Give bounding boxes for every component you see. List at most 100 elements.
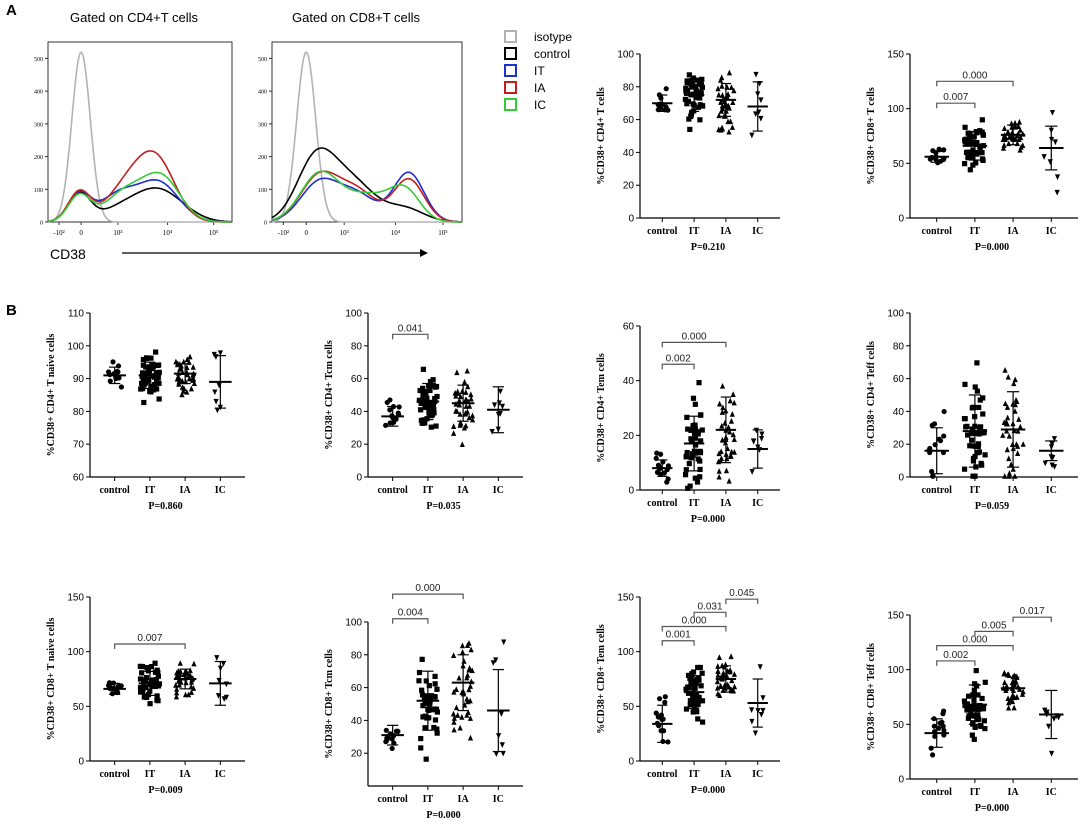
data-point <box>1014 443 1021 449</box>
data-point <box>695 456 701 462</box>
data-point <box>191 380 197 387</box>
data-point <box>962 381 968 387</box>
x-tick-label: IT <box>423 485 434 496</box>
data-point <box>221 696 227 703</box>
data-point <box>970 720 976 726</box>
data-point <box>1006 470 1013 476</box>
data-point <box>175 360 181 367</box>
data-point <box>1015 123 1022 129</box>
data-point <box>468 395 474 402</box>
significance-bracket: 0.000 <box>936 70 1014 87</box>
data-point <box>979 695 985 702</box>
data-point <box>110 359 116 365</box>
data-point <box>696 698 702 704</box>
bracket-line <box>974 630 1014 637</box>
data-point <box>432 706 438 712</box>
p-value-label: P=0.860 <box>148 501 182 512</box>
bracket-label: 0.001 <box>666 630 691 641</box>
data-point <box>716 112 722 119</box>
x-tick-label: control <box>377 794 408 805</box>
data-point <box>187 672 193 679</box>
p-value-label: P=0.000 <box>691 514 725 525</box>
y-tick-label: 20 <box>623 431 635 442</box>
data-point <box>930 473 936 479</box>
y-axis-label: %CD38+ CD8+ Tcm cells <box>324 649 335 759</box>
x-tick-label: IA <box>720 226 732 237</box>
data-point <box>1009 698 1016 705</box>
data-point <box>719 382 726 389</box>
y-axis-label: %CD38+ CD4+ Tcm cells <box>324 340 335 450</box>
data-point <box>655 714 661 720</box>
data-point <box>970 162 976 168</box>
y-axis-label: %CD38+ CD4+ Tem cells <box>596 353 607 463</box>
data-point <box>692 401 698 407</box>
data-point <box>1015 450 1021 456</box>
data-point <box>974 683 980 689</box>
data-point <box>974 388 980 394</box>
data-point <box>418 745 424 751</box>
data-point <box>452 389 458 396</box>
data-point <box>1002 473 1008 479</box>
data-point <box>182 691 189 698</box>
data-point <box>978 460 984 467</box>
histogram-cd8: 0 100 200 300 400 500 -10² 0 10³ 10⁴ 10⁵ <box>258 41 463 237</box>
data-point <box>214 655 220 661</box>
x-tick-label: IC <box>493 794 504 805</box>
data-point <box>426 715 432 721</box>
y-tick-label: 100 <box>617 50 634 61</box>
data-point <box>1006 704 1012 711</box>
data-point <box>1002 400 1008 407</box>
data-point <box>687 126 693 133</box>
data-point <box>150 387 157 393</box>
data-point <box>464 642 471 648</box>
data-point <box>138 386 144 392</box>
data-point <box>115 683 121 689</box>
data-point <box>684 80 690 86</box>
data-point <box>1015 427 1021 434</box>
data-point <box>1004 446 1010 453</box>
bracket-line <box>392 618 429 624</box>
data-point <box>979 129 985 135</box>
y-tick-label: 80 <box>73 407 85 418</box>
data-point <box>973 667 979 674</box>
data-point <box>731 87 737 94</box>
data-point <box>982 679 988 685</box>
x-tick-label: control <box>922 787 953 798</box>
data-point <box>424 395 430 401</box>
bracket-label: 0.002 <box>666 353 691 364</box>
p-value-label: P=0.000 <box>691 785 725 796</box>
data-point <box>699 103 706 109</box>
data-point <box>718 455 725 462</box>
data-point <box>697 448 703 454</box>
significance-bracket: 0.045 <box>725 588 759 605</box>
data-point <box>468 391 474 398</box>
data-point <box>968 706 974 712</box>
data-point <box>688 455 694 461</box>
data-point <box>964 140 970 146</box>
data-point <box>979 117 985 123</box>
legend-label: IA <box>534 81 545 95</box>
data-point <box>965 432 971 438</box>
data-point <box>434 393 440 400</box>
data-point <box>971 697 977 703</box>
data-point <box>432 717 439 723</box>
dot-plot-7: 0 50 100 150 control IT IA IC %CD38+ CD8+ T naiv… <box>46 593 245 796</box>
bracket-label: 0.000 <box>415 583 440 594</box>
data-point <box>184 388 190 395</box>
data-point <box>699 427 705 433</box>
histogram-curve-isotype <box>271 51 462 223</box>
data-point <box>155 673 161 679</box>
data-point <box>422 388 428 394</box>
data-point <box>728 84 735 90</box>
data-point <box>683 686 689 692</box>
data-point <box>422 404 428 411</box>
data-point <box>139 373 145 380</box>
data-point <box>420 366 426 372</box>
data-point <box>980 706 986 712</box>
data-point <box>696 380 702 386</box>
y-tick-label: 0 <box>898 214 904 225</box>
bracket-label: 0.017 <box>1020 606 1045 617</box>
bracket-line <box>725 598 759 605</box>
data-point <box>730 391 736 397</box>
x-tick-label: 10⁴ <box>391 229 401 237</box>
